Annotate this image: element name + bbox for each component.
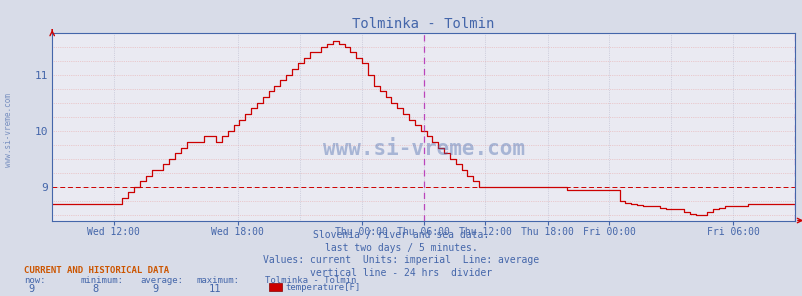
Text: now:: now: — [24, 276, 46, 285]
Text: last two days / 5 minutes.: last two days / 5 minutes. — [325, 243, 477, 253]
Text: 9: 9 — [28, 284, 34, 294]
Text: 8: 8 — [92, 284, 99, 294]
Text: minimum:: minimum: — [80, 276, 124, 285]
Text: 11: 11 — [209, 284, 221, 294]
Text: Values: current  Units: imperial  Line: average: Values: current Units: imperial Line: av… — [263, 255, 539, 265]
Text: 9: 9 — [152, 284, 159, 294]
Text: average:: average: — [140, 276, 184, 285]
Text: www.si-vreme.com: www.si-vreme.com — [3, 93, 13, 167]
Text: vertical line - 24 hrs  divider: vertical line - 24 hrs divider — [310, 268, 492, 278]
Text: www.si-vreme.com: www.si-vreme.com — [322, 139, 524, 159]
Text: maximum:: maximum: — [196, 276, 240, 285]
Title: Tolminka - Tolmin: Tolminka - Tolmin — [352, 17, 494, 31]
Text: Slovenia / river and sea data.: Slovenia / river and sea data. — [313, 230, 489, 240]
Text: CURRENT AND HISTORICAL DATA: CURRENT AND HISTORICAL DATA — [24, 266, 169, 275]
Text: temperature[F]: temperature[F] — [286, 283, 361, 292]
Text: Tolminka - Tolmin: Tolminka - Tolmin — [265, 276, 356, 285]
